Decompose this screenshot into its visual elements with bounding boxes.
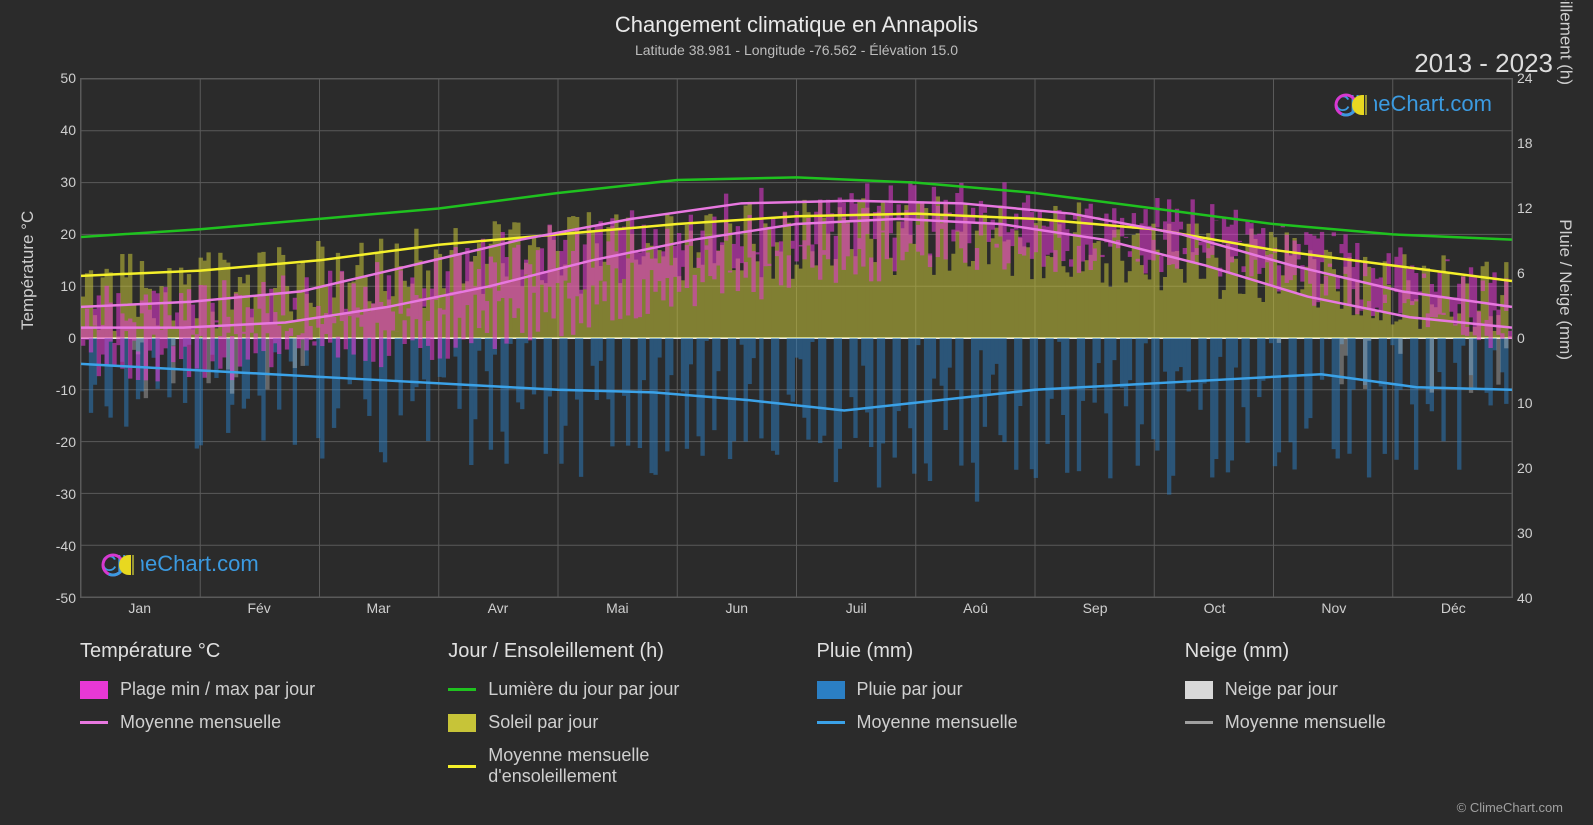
- y-right-bottom-tick: 20: [1517, 460, 1557, 476]
- logo-bottom: ClimeChart.com: [101, 551, 259, 577]
- x-month-tick: Juil: [846, 600, 867, 616]
- legend-header: Pluie (mm): [817, 640, 1145, 663]
- legend-item: Moyenne mensuelle: [80, 712, 408, 733]
- plot-svg: [81, 79, 1512, 597]
- plot-area: ClimeChart.com ClimeChart.com: [80, 78, 1513, 598]
- legend-item: Moyenne mensuelle d'ensoleillement: [448, 745, 776, 787]
- legend-swatch: [448, 714, 476, 732]
- legend-swatch: [1185, 681, 1213, 699]
- legend-column: Température °C Plage min / max par jour Mo…: [80, 640, 408, 787]
- chart-title: Changement climatique en Annapolis: [0, 12, 1593, 38]
- y-left-tick: 50: [36, 70, 76, 86]
- x-month-tick: Nov: [1321, 600, 1346, 616]
- legend-label: Moyenne mensuelle d'ensoleillement: [488, 745, 776, 787]
- y-left-tick: 20: [36, 226, 76, 242]
- legend-swatch: [1185, 721, 1213, 724]
- logo-icon: [1334, 91, 1378, 119]
- y-left-tick: 0: [36, 330, 76, 346]
- legend-swatch: [817, 721, 845, 724]
- legend-label: Moyenne mensuelle: [1225, 712, 1386, 733]
- y-left-tick: 40: [36, 122, 76, 138]
- y-left-tick: -50: [36, 590, 76, 606]
- copyright: © ClimeChart.com: [1457, 800, 1563, 815]
- x-month-tick: Avr: [488, 600, 509, 616]
- logo-top: ClimeChart.com: [1334, 91, 1492, 117]
- y-left-tick: 10: [36, 278, 76, 294]
- y-right-top-tick: 0: [1517, 330, 1557, 346]
- legend-swatch: [80, 721, 108, 724]
- legend-header: Température °C: [80, 640, 408, 663]
- y-axis-right-top-label: Jour / Ensoleillement (h): [1555, 0, 1575, 85]
- y-axis-right-bottom-label: Pluie / Neige (mm): [1555, 219, 1575, 360]
- y-left-tick: -10: [36, 382, 76, 398]
- y-right-bottom-tick: 40: [1517, 590, 1557, 606]
- y-axis-left-label: Température °C: [18, 211, 38, 330]
- chart-subtitle: Latitude 38.981 - Longitude -76.562 - Él…: [0, 42, 1593, 58]
- legend-item: Moyenne mensuelle: [817, 712, 1145, 733]
- legend-swatch: [448, 688, 476, 691]
- legend-column: Neige (mm) Neige par jour Moyenne mensuell…: [1185, 640, 1513, 787]
- x-month-tick: Sep: [1083, 600, 1108, 616]
- legend-header: Neige (mm): [1185, 640, 1513, 663]
- legend-label: Plage min / max par jour: [120, 679, 315, 700]
- x-month-tick: Aoû: [963, 600, 988, 616]
- legend-item: Moyenne mensuelle: [1185, 712, 1513, 733]
- legend-label: Neige par jour: [1225, 679, 1338, 700]
- y-right-top-tick: 6: [1517, 265, 1557, 281]
- y-left-tick: -30: [36, 486, 76, 502]
- legend-item: Pluie par jour: [817, 679, 1145, 700]
- legend-label: Pluie par jour: [857, 679, 963, 700]
- legend-swatch: [817, 681, 845, 699]
- legend-item: Lumière du jour par jour: [448, 679, 776, 700]
- legend-swatch: [448, 765, 476, 768]
- x-month-tick: Déc: [1441, 600, 1466, 616]
- y-left-tick: -20: [36, 434, 76, 450]
- x-month-tick: Mai: [606, 600, 629, 616]
- logo-icon: [101, 551, 145, 579]
- x-month-tick: Jan: [128, 600, 151, 616]
- legend-column: Pluie (mm) Pluie par jour Moyenne mensuell…: [817, 640, 1145, 787]
- x-month-tick: Mar: [366, 600, 390, 616]
- legend: Température °C Plage min / max par jour Mo…: [80, 640, 1513, 787]
- legend-label: Moyenne mensuelle: [857, 712, 1018, 733]
- legend-item: Soleil par jour: [448, 712, 776, 733]
- x-month-tick: Jun: [725, 600, 748, 616]
- legend-label: Moyenne mensuelle: [120, 712, 281, 733]
- y-right-bottom-tick: 30: [1517, 525, 1557, 541]
- y-right-bottom-tick: 10: [1517, 395, 1557, 411]
- legend-label: Soleil par jour: [488, 712, 598, 733]
- legend-header: Jour / Ensoleillement (h): [448, 640, 776, 663]
- y-left-tick: -40: [36, 538, 76, 554]
- legend-item: Neige par jour: [1185, 679, 1513, 700]
- legend-label: Lumière du jour par jour: [488, 679, 679, 700]
- y-right-top-tick: 18: [1517, 135, 1557, 151]
- legend-swatch: [80, 681, 108, 699]
- y-right-top-tick: 24: [1517, 70, 1557, 86]
- y-left-tick: 30: [36, 174, 76, 190]
- x-month-tick: Fév: [247, 600, 270, 616]
- y-right-top-tick: 12: [1517, 200, 1557, 216]
- legend-item: Plage min / max par jour: [80, 679, 408, 700]
- x-month-tick: Oct: [1204, 600, 1226, 616]
- legend-column: Jour / Ensoleillement (h) Lumière du jour…: [448, 640, 776, 787]
